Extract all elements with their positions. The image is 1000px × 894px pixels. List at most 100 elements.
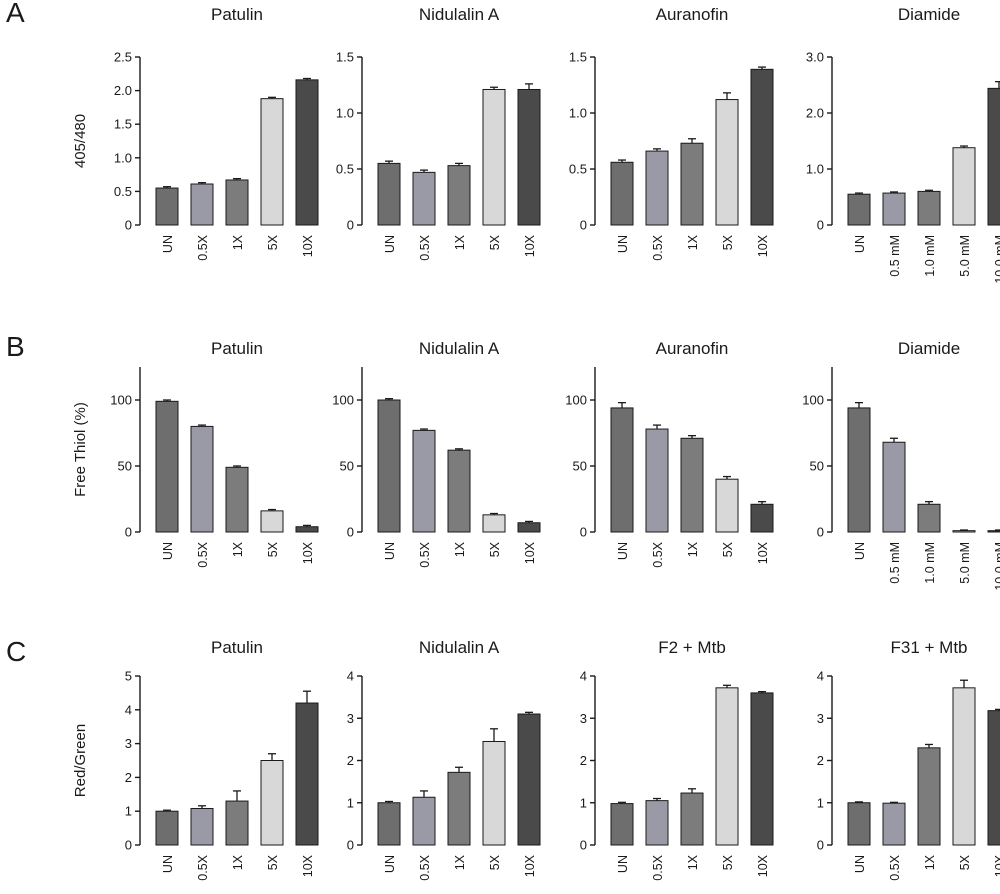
- chart-title: F2 + Mtb: [658, 638, 726, 657]
- bar-5-0-mm: [952, 147, 976, 226]
- y-axis-label: Red/Green: [72, 724, 89, 797]
- y-tick-label: 1: [125, 804, 132, 819]
- y-tick-label: 0: [347, 218, 354, 233]
- bar-5x: [482, 740, 506, 846]
- y-tick-label: 2.0: [114, 83, 132, 98]
- bar-10-0-mm: [987, 87, 1000, 226]
- bar-0-5x: [412, 429, 436, 533]
- x-category-label: UN: [161, 855, 175, 873]
- x-category-label: 0.5X: [888, 854, 902, 880]
- bar-un: [155, 400, 179, 533]
- bar-10-0-mm: [987, 530, 1000, 533]
- bar-10x: [517, 522, 541, 533]
- y-axis-label: Free Thiol (%): [72, 402, 89, 497]
- y-tick-label: 0: [125, 838, 132, 853]
- y-tick-label: 0: [580, 525, 587, 540]
- chart-f31-mtb-row3: F31 + Mtb 0 1 2 3 4 UN 0.5X 1X 5X 10X: [817, 638, 1000, 881]
- chart-title: Nidulalin A: [419, 5, 500, 24]
- y-tick-label: 4: [347, 669, 354, 684]
- bar-5-0-mm: [952, 530, 976, 533]
- bar-10x: [517, 88, 541, 226]
- y-tick-label: 2: [125, 770, 132, 785]
- y-tick-label: 0: [347, 838, 354, 853]
- y-tick-label: 1.0: [114, 150, 132, 165]
- x-category-label: 0.5X: [651, 541, 665, 567]
- x-category-label: 10X: [301, 541, 315, 564]
- x-category-label: 1X: [453, 854, 467, 870]
- y-tick-label: 0: [817, 838, 824, 853]
- bar-0-5x: [412, 796, 436, 846]
- x-category-label: 0.5X: [651, 234, 665, 260]
- x-category-label: UN: [383, 235, 397, 253]
- bar-un: [377, 802, 401, 846]
- y-tick-label: 0.5: [114, 184, 132, 199]
- chart-f2-mtb-row3: F2 + Mtb 0 1 2 3 4 UN 0.5X 1X 5X 10X: [580, 638, 774, 881]
- y-tick-label: 0: [125, 525, 132, 540]
- x-category-label: UN: [853, 235, 867, 253]
- chart-title: Patulin: [211, 5, 263, 24]
- y-tick-label: 100: [110, 393, 132, 408]
- bar-un: [847, 193, 871, 226]
- chart-auranofin-row1: Auranofin 0 0.5 1.0 1.5 UN 0.5X 1X 5X 10X: [569, 5, 774, 261]
- x-category-label: UN: [616, 542, 630, 560]
- x-category-label: UN: [383, 855, 397, 873]
- y-tick-label: 0.5: [336, 162, 354, 177]
- bar-5x: [952, 687, 976, 846]
- y-tick-label: 3: [580, 711, 587, 726]
- y-tick-label: 3: [817, 711, 824, 726]
- chart-title: Patulin: [211, 339, 263, 358]
- y-tick-label: 50: [340, 459, 354, 474]
- y-tick-label: 1.5: [114, 117, 132, 132]
- y-tick-label: 0: [580, 838, 587, 853]
- bar-5x: [482, 514, 506, 533]
- bar-5x: [715, 687, 739, 846]
- y-tick-label: 50: [573, 459, 587, 474]
- bar-10x: [517, 713, 541, 846]
- bar-1x: [225, 179, 249, 226]
- x-category-label: 0.5 mM: [888, 542, 902, 584]
- bar-un: [155, 810, 179, 846]
- bar-1x: [680, 437, 704, 533]
- bar-0-5x: [645, 800, 669, 846]
- x-category-label: 1X: [453, 234, 467, 250]
- x-category-label: 5X: [721, 541, 735, 557]
- y-tick-label: 2: [817, 753, 824, 768]
- x-category-label: 5X: [958, 854, 972, 870]
- y-tick-label: 0.5: [569, 162, 587, 177]
- x-category-label: 1.0 mM: [923, 235, 937, 277]
- bar-1x: [225, 800, 249, 846]
- y-tick-label: 0: [580, 218, 587, 233]
- x-category-label: 10X: [756, 854, 770, 877]
- y-tick-label: 1.0: [569, 106, 587, 121]
- x-category-label: 5X: [721, 854, 735, 870]
- x-category-label: 10X: [523, 541, 537, 564]
- x-category-label: 1X: [231, 234, 245, 250]
- x-category-label: 10.0 mM: [993, 235, 1000, 284]
- y-tick-label: 0: [817, 525, 824, 540]
- x-category-label: 1.0 mM: [923, 542, 937, 584]
- chart-title: Auranofin: [656, 5, 729, 24]
- chart-patulin-row2: Patulin 0 50 100 Free Thiol (%) UN 0.5X 1X 5X 10X: [72, 339, 319, 568]
- x-category-label: 0.5X: [651, 854, 665, 880]
- y-tick-label: 0: [817, 218, 824, 233]
- y-tick-label: 2: [347, 753, 354, 768]
- x-category-label: 0.5X: [196, 541, 210, 567]
- bar-0-5x: [412, 171, 436, 226]
- bar-5x: [715, 99, 739, 226]
- x-category-label: 10X: [993, 854, 1000, 877]
- x-category-label: UN: [616, 855, 630, 873]
- y-tick-label: 100: [332, 393, 354, 408]
- x-category-label: 10X: [756, 234, 770, 257]
- x-category-label: UN: [853, 542, 867, 560]
- chart-patulin-row1: Patulin 0 0.5 1.0 1.5 2.0 2.5 405/480 UN 0.5X 1X 5X…: [72, 5, 319, 261]
- x-category-label: 1X: [686, 234, 700, 250]
- chart-title: F31 + Mtb: [890, 638, 967, 657]
- y-tick-label: 4: [817, 669, 824, 684]
- x-category-label: 5X: [488, 234, 502, 250]
- bar-0-5x: [645, 150, 669, 226]
- bar-0-5-mm: [882, 192, 906, 226]
- bar-un: [847, 802, 871, 846]
- bar-0-5x: [645, 428, 669, 533]
- panel-letter-b: B: [6, 331, 25, 362]
